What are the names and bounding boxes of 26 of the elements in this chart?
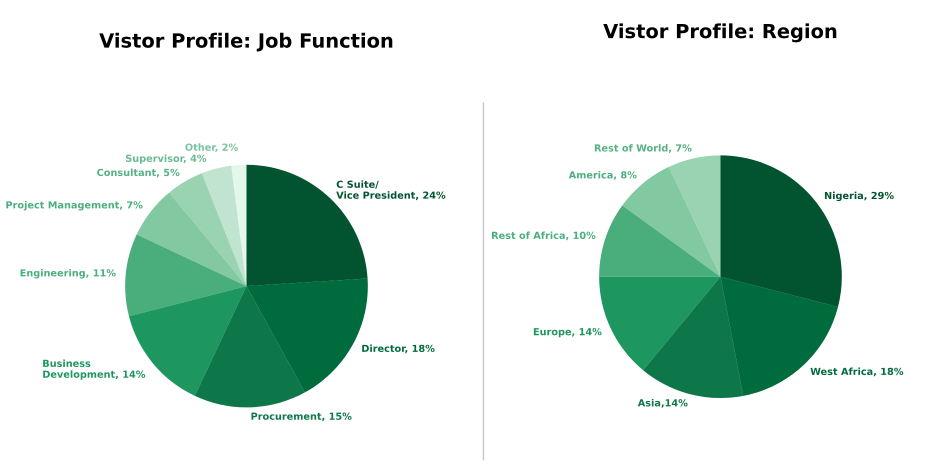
slice-label: Rest of World, 7% [594, 144, 692, 153]
slice-label: Procurement, 15% [251, 412, 352, 422]
chart-title: Vistor Profile: Region [603, 23, 836, 42]
pie-slice [668, 155, 720, 277]
slice-label: Business Development, 14% [43, 359, 146, 380]
pie-slice [599, 205, 720, 277]
slice-label: Project Management, 7% [6, 201, 143, 211]
slice-label: Engineering, 11% [20, 269, 116, 278]
pie-slice [194, 286, 305, 408]
slice-label: Director, 18% [362, 344, 435, 354]
slice-label: Supervisor, 4% [126, 154, 206, 164]
pie-slice [125, 234, 246, 316]
slice-label: America, 8% [568, 171, 637, 180]
chart-title: Vistor Profile: Job Function [99, 32, 392, 52]
slice-label: Rest of Africa, 10% [492, 232, 596, 240]
slice-label: Asia,14% [638, 398, 688, 408]
slice-label: Nigeria, 29% [824, 192, 894, 202]
pie-slice [643, 276, 744, 398]
slice-label: West Africa, 18% [810, 368, 904, 376]
pie-slice [622, 166, 720, 277]
slice-label: Europe, 14% [534, 328, 602, 338]
slice-label: Other, 2% [185, 143, 238, 152]
slice-label: C Suite/ Vice President, 24% [336, 180, 446, 200]
slice-label: Consultant, 5% [97, 168, 180, 178]
pie-slice [202, 166, 246, 286]
pie-slice [720, 276, 838, 396]
